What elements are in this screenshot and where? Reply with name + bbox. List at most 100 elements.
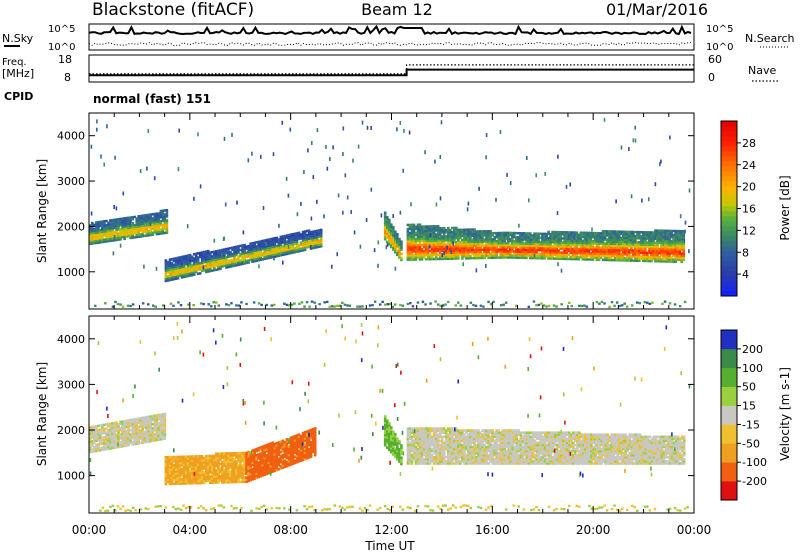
velocity-cell [229,478,232,482]
velocity-cell [176,478,180,481]
power-cell [630,243,633,246]
velocity-cell [127,443,130,447]
power-cell [440,235,444,238]
power-cell [291,241,295,244]
velocity-cell [223,460,226,464]
power-cell [485,246,488,249]
power-cell [676,233,679,237]
power-cell [295,232,299,235]
power-cell [119,243,122,248]
power-cell [557,245,560,248]
power-cell [495,244,498,247]
velocity-cell [111,446,114,450]
power-cell [644,239,647,242]
power-cell [619,246,623,250]
power-cell [143,234,147,238]
power-cell [188,270,192,273]
power-cell [285,242,289,245]
power-cell [383,238,387,241]
velocity-cell [178,463,182,467]
velocity-cell [251,461,254,465]
power-cell [521,248,524,251]
power-cell [151,233,155,236]
power-cell [543,242,546,246]
power-cell [603,234,607,237]
velocity-cell [123,419,126,423]
power-cell [465,250,468,254]
velocity-cell [196,481,200,485]
power-cell [461,232,464,236]
velocity-cell [123,436,126,439]
power-cell [581,241,585,245]
power-cell [283,234,287,238]
velocity-cell [223,468,226,472]
velocity-cell [196,479,200,483]
power-cell [573,251,577,255]
power-cell [408,240,412,243]
velocity-cell [125,429,128,433]
power-cell [188,266,192,269]
velocity-cell [192,455,196,458]
velocity-cell [145,432,149,435]
power-cell [531,248,534,252]
velocity-cell [198,469,202,472]
velocity-cell [215,452,218,456]
power-cell [215,260,218,263]
velocity-cell [161,433,165,437]
velocity-cell [194,461,198,464]
power-cell [567,257,571,261]
power-cell [438,229,442,232]
power-cell [589,258,593,261]
power-cell [186,256,190,259]
power-cell [348,304,352,307]
power-cell [121,235,124,239]
power-cell [159,211,163,215]
power-cell [521,244,524,247]
power-cell [640,239,643,242]
power-cell [557,233,560,236]
velocity-cell [209,481,212,484]
power-cell [507,243,510,247]
power-cell [174,265,178,268]
power-cell [601,240,605,243]
power-cell [107,239,110,243]
power-cell [591,256,595,259]
velocity-cell [149,419,153,422]
power-cell [153,227,157,230]
power-cell [459,234,462,238]
velocity-cell [249,460,252,463]
power-cell [467,234,470,238]
power-cell [676,240,679,243]
velocity-cell [184,469,188,473]
velocity-cell [299,442,303,446]
power-cell [636,237,639,240]
velocity-cell [182,463,186,467]
power-cell [489,248,492,251]
power-cell [313,238,317,241]
power-cell [483,250,486,253]
velocity-cell [107,441,110,444]
power-cell [525,250,528,253]
power-cell [553,247,556,250]
power-cell [487,254,490,257]
power-cell [455,247,458,250]
velocity-cell [190,461,194,464]
velocity-cell [155,436,159,440]
velocity-cell [188,475,192,479]
power-cell [491,250,494,253]
velocity-cell [155,432,159,436]
velocity-cell [283,463,287,467]
power-cell [178,272,182,275]
power-cell [457,230,460,234]
power-cell [184,263,188,266]
power-cell [297,233,301,237]
power-cell [237,261,240,264]
power-cell [662,243,665,247]
power-cell [410,223,414,227]
power-cell [436,229,440,232]
power-cell [682,254,685,257]
power-cell [593,231,597,235]
power-cell [447,228,450,232]
velocity-cell [221,468,224,472]
power-cell [163,231,167,235]
